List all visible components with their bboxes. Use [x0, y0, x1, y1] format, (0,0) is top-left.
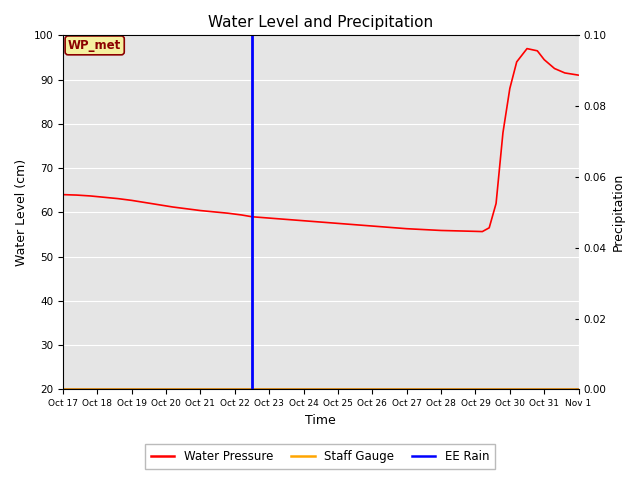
Legend: Water Pressure, Staff Gauge, EE Rain: Water Pressure, Staff Gauge, EE Rain [145, 444, 495, 469]
X-axis label: Time: Time [305, 414, 336, 427]
Text: WP_met: WP_met [68, 39, 122, 52]
Title: Water Level and Precipitation: Water Level and Precipitation [208, 15, 433, 30]
Y-axis label: Precipitation: Precipitation [612, 173, 625, 252]
Y-axis label: Water Level (cm): Water Level (cm) [15, 159, 28, 266]
